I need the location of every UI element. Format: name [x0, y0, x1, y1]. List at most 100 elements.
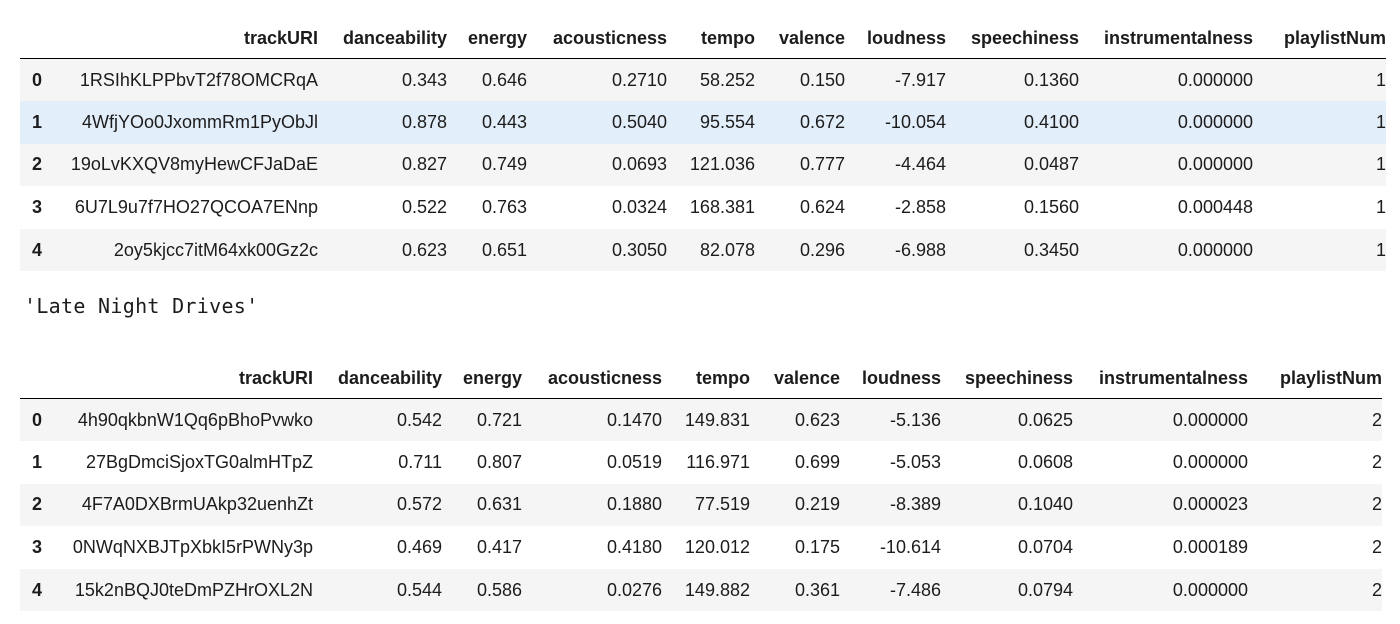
cell-acousticness: 0.1880 — [606, 494, 662, 515]
table-row[interactable]: 4 15k2nBQJ0teDmPZHrOXL2N 0.544 0.586 0.0276 1… — [20, 568, 1382, 612]
cell-energy: 0.749 — [481, 154, 527, 175]
cell-acousticness: 0.1470 — [606, 409, 662, 430]
cell-trackURI: 4F7A0DXBrmUAkp32uenhZt — [81, 494, 313, 515]
cell-trackURI: 4h90qkbnW1Qq6pBhoPvwko — [77, 409, 313, 430]
cell-playlistNum: 2 — [1371, 537, 1382, 558]
table-row[interactable]: 0 1RSIhKLPPbvT2f78OMCRqA 0.343 0.646 0.2710 5… — [20, 58, 1386, 102]
column-header-tempo: tempo — [662, 358, 750, 399]
column-header-acousticness: acousticness — [522, 358, 662, 399]
cell-speechiness: 0.4100 — [1023, 111, 1079, 132]
row-index: 4 — [32, 239, 43, 260]
cell-danceability: 0.544 — [396, 579, 442, 600]
row-index: 2 — [32, 154, 43, 175]
header-row: trackURI danceability energy acousticness te… — [20, 358, 1382, 399]
row-index: 3 — [32, 537, 43, 558]
row-index: 2 — [32, 494, 43, 515]
index-header — [20, 18, 66, 59]
cell-loudness: -10.054 — [884, 111, 946, 132]
cell-speechiness: 0.0625 — [1017, 409, 1073, 430]
table-header: trackURI danceability energy acousticness te… — [20, 358, 1382, 399]
cell-instrumentalness: 0.000000 — [1172, 451, 1248, 472]
table-body: 0 4h90qkbnW1Qq6pBhoPvwko 0.542 0.721 0.1470 1… — [20, 398, 1382, 612]
cell-acousticness: 0.0324 — [611, 197, 667, 218]
cell-speechiness: 0.1040 — [1017, 494, 1073, 515]
cell-danceability: 0.878 — [401, 111, 447, 132]
column-header-valence: valence — [755, 18, 845, 59]
table-row[interactable]: 4 2oy5kjcc7itM64xk00Gz2c 0.623 0.651 0.3050 8… — [20, 228, 1386, 272]
cell-speechiness: 0.0794 — [1017, 579, 1073, 600]
cell-speechiness: 0.3450 — [1023, 239, 1079, 260]
column-header-acousticness: acousticness — [527, 18, 667, 59]
cell-instrumentalness: 0.000000 — [1172, 409, 1248, 430]
cell-trackURI: 19oLvKXQV8myHewCFJaDaE — [70, 154, 318, 175]
cell-tempo: 82.078 — [699, 239, 755, 260]
cell-acousticness: 0.0276 — [606, 579, 662, 600]
cell-valence: 0.777 — [799, 154, 845, 175]
row-index: 1 — [32, 451, 43, 472]
cell-acousticness: 0.4180 — [606, 537, 662, 558]
cell-loudness: -7.486 — [889, 579, 941, 600]
cell-danceability: 0.827 — [401, 154, 447, 175]
cell-instrumentalness: 0.000000 — [1172, 579, 1248, 600]
cell-speechiness: 0.0704 — [1017, 537, 1073, 558]
cell-tempo: 95.554 — [699, 111, 755, 132]
cell-trackURI: 2oy5kjcc7itM64xk00Gz2c — [113, 239, 318, 260]
cell-danceability: 0.469 — [396, 537, 442, 558]
cell-tempo: 149.882 — [684, 579, 750, 600]
table-row[interactable]: 2 19oLvKXQV8myHewCFJaDaE 0.827 0.749 0.0693 1… — [20, 143, 1386, 187]
cell-playlistNum: 2 — [1371, 494, 1382, 515]
cell-energy: 0.807 — [476, 451, 522, 472]
cell-tempo: 77.519 — [694, 494, 750, 515]
cell-energy: 0.586 — [476, 579, 522, 600]
cell-energy: 0.443 — [481, 111, 527, 132]
column-header-trackURI: trackURI — [66, 18, 318, 59]
column-header-loudness: loudness — [845, 18, 946, 59]
table-row[interactable]: 3 0NWqNXBJTpXbkI5rPWNy3p 0.469 0.417 0.4180 1… — [20, 526, 1382, 569]
cell-valence: 0.219 — [794, 494, 840, 515]
cell-loudness: -7.917 — [894, 69, 946, 90]
cell-trackURI: 4WfjYOo0JxommRm1PyObJl — [81, 111, 318, 132]
dataframe-table-1: trackURI danceability energy acousticness te… — [20, 18, 1386, 272]
cell-instrumentalness: 0.000000 — [1177, 69, 1253, 90]
cell-danceability: 0.343 — [401, 69, 447, 90]
table-row[interactable]: 2 4F7A0DXBrmUAkp32uenhZt 0.572 0.631 0.1880 7… — [20, 483, 1382, 527]
cell-playlistNum: 2 — [1371, 579, 1382, 600]
table-body: 0 1RSIhKLPPbvT2f78OMCRqA 0.343 0.646 0.2710 5… — [20, 58, 1386, 272]
row-index: 0 — [32, 69, 43, 90]
table-row[interactable]: 1 27BgDmciSjoxTG0almHTpZ 0.711 0.807 0.0519 1… — [20, 441, 1382, 484]
cell-trackURI: 0NWqNXBJTpXbkI5rPWNy3p — [72, 537, 313, 558]
cell-acousticness: 0.0519 — [606, 451, 662, 472]
cell-trackURI: 1RSIhKLPPbvT2f78OMCRqA — [79, 69, 318, 90]
cell-tempo: 121.036 — [689, 154, 755, 175]
cell-instrumentalness: 0.000189 — [1172, 537, 1248, 558]
table-row[interactable]: 0 4h90qkbnW1Qq6pBhoPvwko 0.542 0.721 0.1470 1… — [20, 398, 1382, 442]
column-header-loudness: loudness — [840, 358, 941, 399]
cell-acousticness: 0.3050 — [611, 239, 667, 260]
cell-energy: 0.646 — [481, 69, 527, 90]
cell-speechiness: 0.0608 — [1017, 451, 1073, 472]
cell-instrumentalness: 0.000000 — [1177, 111, 1253, 132]
table-row[interactable]: 1 4WfjYOo0JxommRm1PyObJl 0.878 0.443 0.5040 9… — [20, 101, 1386, 144]
row-index: 3 — [32, 197, 43, 218]
column-header-tempo: tempo — [667, 18, 755, 59]
cell-speechiness: 0.1360 — [1023, 69, 1079, 90]
cell-energy: 0.721 — [476, 409, 522, 430]
table-row[interactable]: 3 6U7L9u7f7HO27QCOA7ENnp 0.522 0.763 0.0324 1… — [20, 186, 1386, 229]
column-header-instrumentalness: instrumentalness — [1079, 18, 1253, 59]
cell-playlistNum: 1 — [1375, 154, 1386, 175]
cell-trackURI: 15k2nBQJ0teDmPZHrOXL2N — [74, 579, 313, 600]
cell-instrumentalness: 0.000000 — [1177, 239, 1253, 260]
cell-energy: 0.417 — [476, 537, 522, 558]
cell-loudness: -8.389 — [889, 494, 941, 515]
cell-speechiness: 0.1560 — [1023, 197, 1079, 218]
cell-playlistNum: 1 — [1375, 239, 1386, 260]
cell-loudness: -2.858 — [894, 197, 946, 218]
cell-valence: 0.699 — [794, 451, 840, 472]
cell-trackURI: 27BgDmciSjoxTG0almHTpZ — [85, 451, 313, 472]
index-header — [20, 358, 64, 399]
cell-valence: 0.296 — [799, 239, 845, 260]
cell-danceability: 0.711 — [398, 451, 442, 472]
cell-loudness: -6.988 — [894, 239, 946, 260]
column-header-playlistNum: playlistNum — [1253, 18, 1386, 59]
cell-valence: 0.624 — [799, 197, 845, 218]
